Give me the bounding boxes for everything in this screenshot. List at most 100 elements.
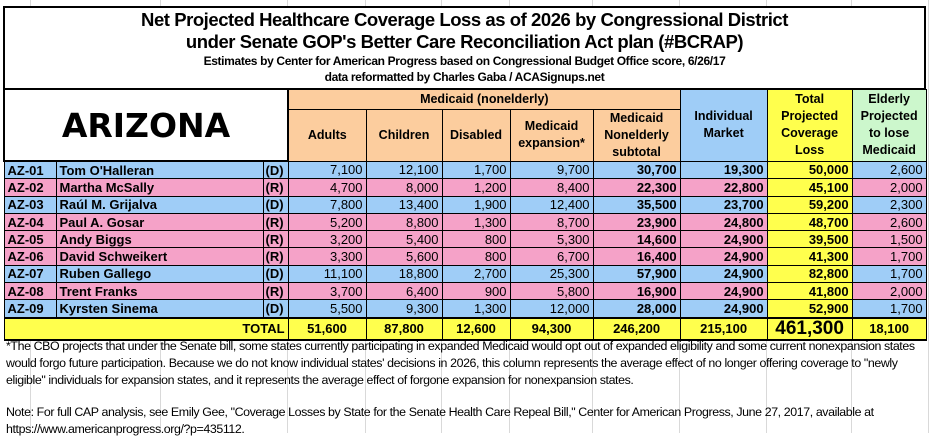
cell-party: (D): [262, 264, 289, 284]
cell-children: 18,800: [365, 264, 443, 284]
total-individual: 215,100: [679, 316, 768, 341]
cell-children: 9,300: [365, 299, 443, 319]
total-coverage-loss: 461,300: [766, 316, 853, 341]
cell-rep-name: Paul A. Gosar: [55, 212, 264, 232]
cell-individual-market: 24,800: [679, 212, 768, 232]
cell-subtotal: 30,700: [592, 160, 681, 180]
cell-total-loss: 59,200: [766, 195, 853, 214]
cell-party: (D): [262, 195, 289, 214]
cell-subtotal: 14,600: [592, 230, 681, 249]
cell-adults: 3,700: [287, 282, 367, 301]
cell-district: AZ-05: [3, 230, 57, 249]
table-row: AZ-02 Martha McSally (R) 4,700 8,000 1,200 8,4…: [3, 178, 927, 197]
cell-elderly: 1,700: [851, 299, 927, 319]
cell-district: AZ-08: [3, 282, 57, 301]
table-row: AZ-07 Ruben Gallego (D) 11,100 18,800 2,700 25…: [3, 264, 927, 284]
total-adults: 51,600: [287, 316, 367, 341]
cell-elderly: 1,700: [851, 247, 927, 266]
total-subtotal: 246,200: [592, 316, 681, 341]
cell-adults: 7,800: [287, 195, 367, 214]
cell-expansion: 5,800: [509, 282, 594, 301]
cell-subtotal: 22,300: [592, 178, 681, 197]
cell-total-loss: 45,100: [766, 178, 853, 197]
cell-rep-name: Kyrsten Sinema: [55, 299, 264, 319]
table-row: AZ-04 Paul A. Gosar (R) 5,200 8,800 1,300 8,70…: [3, 212, 927, 232]
cell-adults: 5,500: [287, 299, 367, 319]
cell-elderly: 1,700: [851, 264, 927, 284]
footnotes: *The CBO projects that under the Senate …: [6, 338, 926, 438]
table-row: AZ-05 Andy Biggs (R) 3,200 5,400 800 5,300 14,6…: [3, 230, 927, 249]
cell-adults: 11,100: [287, 264, 367, 284]
cell-expansion: 6,700: [509, 247, 594, 266]
total-expansion: 94,300: [509, 316, 594, 341]
cell-subtotal: 28,000: [592, 299, 681, 319]
cell-district: AZ-02: [3, 178, 57, 197]
footnote-expansion: *The CBO projects that under the Senate …: [6, 339, 915, 387]
cell-party: (R): [262, 282, 289, 301]
cell-total-loss: 39,500: [766, 230, 853, 249]
cell-children: 8,000: [365, 178, 443, 197]
cell-children: 8,800: [365, 212, 443, 232]
table-row: AZ-06 David Schweikert (R) 3,300 5,600 800 6,7…: [3, 247, 927, 266]
cell-district: AZ-06: [3, 247, 57, 266]
cell-subtotal: 57,900: [592, 264, 681, 284]
cell-disabled: 1,700: [441, 160, 511, 180]
cell-adults: 3,200: [287, 230, 367, 249]
cell-rep-name: Tom O'Halleran: [55, 160, 264, 180]
cell-district: AZ-07: [3, 264, 57, 284]
cell-subtotal: 16,900: [592, 282, 681, 301]
cell-individual-market: 24,900: [679, 264, 768, 284]
subtitle-source: Estimates by Center for American Progres…: [203, 54, 726, 68]
cell-adults: 4,700: [287, 178, 367, 197]
cell-expansion: 25,300: [509, 264, 594, 284]
total-label: TOTAL: [3, 316, 289, 341]
cell-party: (R): [262, 230, 289, 249]
header-elderly: Elderly Projected to lose Medicaid: [851, 88, 927, 162]
cell-individual-market: 24,900: [679, 299, 768, 319]
cell-rep-name: Ruben Gallego: [55, 264, 264, 284]
cell-party: (R): [262, 247, 289, 266]
header-subtotal: Medicaid Nonelderly subtotal: [592, 108, 681, 162]
cell-individual-market: 24,900: [679, 230, 768, 249]
cell-disabled: 1,200: [441, 178, 511, 197]
cell-subtotal: 16,400: [592, 247, 681, 266]
header-children: Children: [365, 108, 443, 162]
cell-disabled: 2,700: [441, 264, 511, 284]
header-adults: Adults: [287, 108, 367, 162]
cell-district: AZ-01: [3, 160, 57, 180]
cell-total-loss: 52,900: [766, 299, 853, 319]
header-disabled: Disabled: [441, 108, 511, 162]
cell-elderly: 2,300: [851, 195, 927, 214]
cell-party: (R): [262, 212, 289, 232]
totals-row: TOTAL 51,600 87,800 12,600 94,300 246,20…: [3, 316, 927, 341]
header-total-loss: Total Projected Coverage Loss: [766, 88, 853, 162]
cell-total-loss: 50,000: [766, 160, 853, 180]
table-row: AZ-09 Kyrsten Sinema (D) 5,500 9,300 1,300 12,…: [3, 299, 927, 319]
cell-disabled: 1,900: [441, 195, 511, 214]
cell-district: AZ-03: [3, 195, 57, 214]
cell-children: 5,600: [365, 247, 443, 266]
cell-adults: 3,300: [287, 247, 367, 266]
cell-children: 6,400: [365, 282, 443, 301]
cell-rep-name: David Schweikert: [55, 247, 264, 266]
cell-elderly: 1,500: [851, 230, 927, 249]
cell-party: (R): [262, 178, 289, 197]
gridline: [928, 0, 929, 433]
cell-adults: 5,200: [287, 212, 367, 232]
cell-expansion: 5,300: [509, 230, 594, 249]
cell-total-loss: 82,800: [766, 264, 853, 284]
table-row: AZ-03 Raúl M. Grijalva (D) 7,800 13,400 1,900…: [3, 195, 927, 214]
cell-rep-name: Trent Franks: [55, 282, 264, 301]
cell-party: (D): [262, 299, 289, 319]
coverage-table: ARIZONA Medicaid (nonelderly) Individual…: [2, 88, 927, 341]
subtitle-credit: data reformatted by Charles Gaba / ACASi…: [324, 70, 605, 84]
cell-subtotal: 35,500: [592, 195, 681, 214]
total-elderly: 18,100: [851, 316, 927, 341]
cell-total-loss: 41,300: [766, 247, 853, 266]
cell-disabled: 800: [441, 247, 511, 266]
cell-adults: 7,100: [287, 160, 367, 180]
cell-total-loss: 48,700: [766, 212, 853, 232]
cell-expansion: 9,700: [509, 160, 594, 180]
cell-total-loss: 41,800: [766, 282, 853, 301]
cell-children: 12,100: [365, 160, 443, 180]
